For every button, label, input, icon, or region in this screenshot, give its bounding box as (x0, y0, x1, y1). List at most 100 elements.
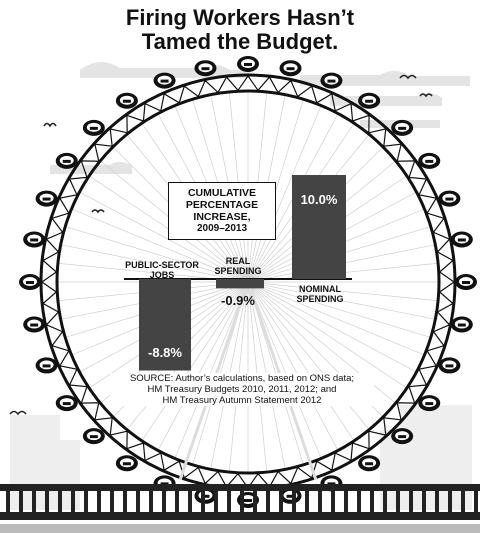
caption-line-2: PERCENTAGE (185, 199, 259, 211)
capsule (153, 72, 176, 89)
capsule (438, 357, 461, 374)
capsule (194, 60, 217, 77)
spoke (247, 281, 407, 388)
rail-post (344, 491, 348, 512)
bar-2 (292, 175, 346, 279)
rail-post (305, 491, 309, 512)
capsule (55, 395, 78, 412)
rail-post (396, 491, 400, 512)
category-label-line: REAL (225, 256, 251, 266)
headline-line-2: Tamed the Budget. (141, 29, 339, 54)
spoke (80, 192, 249, 283)
bar-0 (139, 279, 191, 371)
rail-post (266, 491, 270, 512)
rail-post (32, 491, 36, 512)
source-note: SOURCE: Author’s calculations, based on … (110, 373, 374, 406)
spoke (247, 281, 322, 458)
bar-1 (216, 279, 264, 289)
rail-post (240, 491, 244, 512)
capsule (23, 231, 46, 248)
rail-post (422, 491, 426, 512)
source-line-1: SOURCE: Author’s calculations, based on … (129, 373, 355, 384)
headline: Firing Workers Hasn’t Tamed the Budget. (0, 6, 480, 54)
spoke (72, 208, 249, 283)
spoke (174, 281, 249, 458)
rail-post (227, 491, 231, 512)
rail-post (461, 491, 465, 512)
category-label-line: NOMINAL (299, 284, 341, 294)
rail-post (6, 491, 10, 512)
capsule (391, 428, 414, 445)
rail-post (409, 491, 413, 512)
spoke (247, 281, 416, 372)
capsule (279, 60, 302, 77)
spoke (61, 244, 249, 283)
spoke (247, 281, 338, 450)
caption-line-4: 2009–2013 (196, 223, 248, 234)
rail-post (357, 491, 361, 512)
capsule (418, 152, 441, 169)
caption-line-3: INCREASE, (193, 211, 251, 223)
spoke (247, 106, 322, 283)
rail-post (136, 491, 140, 512)
category-label-line: PUBLIC-SECTOR (125, 260, 199, 270)
rail-post (201, 491, 205, 512)
spoke (247, 281, 438, 301)
category-label-nominal-spending: NOMINAL SPENDING (286, 284, 354, 304)
rail-post (318, 491, 322, 512)
category-label-line: SPENDING (296, 294, 344, 304)
rail-post (162, 491, 166, 512)
value-label-public-sector-jobs: -8.8% (148, 345, 182, 360)
bridge-rails (6, 491, 478, 512)
rail-post (110, 491, 114, 512)
rail-post (71, 491, 75, 512)
category-label-line: JOBS (149, 270, 175, 280)
rail-post (292, 491, 296, 512)
capsule (35, 190, 58, 207)
spoke (247, 281, 424, 356)
rail-post (448, 491, 452, 512)
rail-post (84, 491, 88, 512)
spoke (247, 281, 354, 441)
chart-caption-box: CUMULATIVE PERCENTAGE INCREASE, 2009–201… (168, 182, 276, 240)
capsule (358, 92, 381, 109)
capsule (19, 274, 41, 290)
capsule (23, 316, 46, 333)
birds (9, 74, 433, 416)
capsule (391, 119, 414, 136)
capsule (82, 428, 105, 445)
rail-post (149, 491, 153, 512)
category-label-line: SPENDING (214, 266, 262, 276)
rail-post (175, 491, 179, 512)
rail-post (123, 491, 127, 512)
rail-post (474, 491, 478, 512)
rail-post (19, 491, 23, 512)
rim-truss (40, 74, 455, 490)
spoke (247, 281, 430, 338)
rail-post (435, 491, 439, 512)
capsule (55, 152, 78, 169)
rail-post (331, 491, 335, 512)
value-label-real-spending: -0.9% (221, 293, 255, 308)
rail-post (370, 491, 374, 512)
spoke (66, 226, 249, 283)
rail-post (214, 491, 218, 512)
source-line-3: HM Treasury Autumn Statement 2012 (162, 395, 322, 406)
capsule (35, 357, 58, 374)
rail-post (97, 491, 101, 512)
capsule (320, 72, 343, 89)
capsule (82, 119, 105, 136)
capsule (455, 274, 477, 290)
capsule (358, 455, 381, 472)
source-line-2: HM Treasury Budgets 2010, 2011, 2012; an… (147, 384, 337, 395)
capsule (450, 231, 473, 248)
rail-post (58, 491, 62, 512)
spoke (247, 281, 435, 320)
category-label-public-sector-jobs: PUBLIC-SECTOR JOBS (124, 260, 200, 280)
capsule (115, 455, 138, 472)
rail-post (45, 491, 49, 512)
caption-line-1: CUMULATIVE (187, 187, 257, 199)
capsule (418, 395, 441, 412)
rail-post (279, 491, 283, 512)
